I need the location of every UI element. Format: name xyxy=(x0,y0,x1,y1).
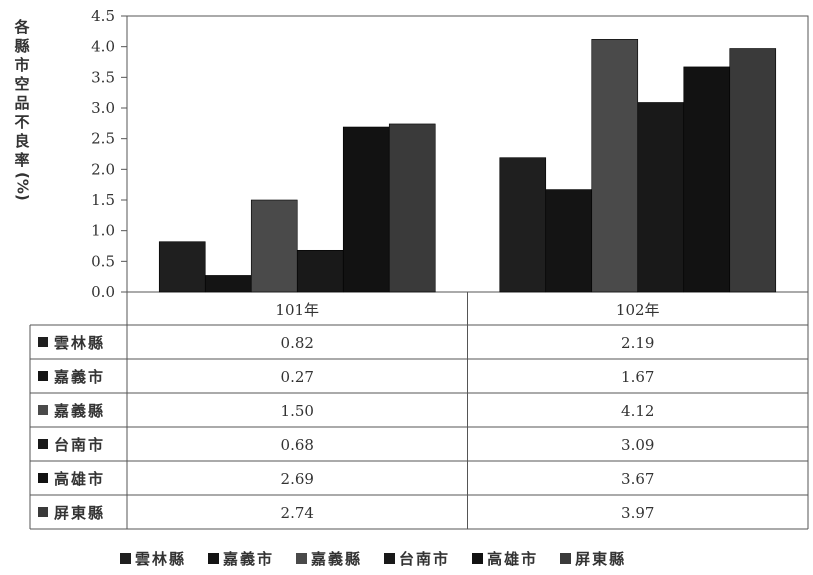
y-tick-label: 2.5 xyxy=(91,130,115,148)
table-row-label: 嘉義縣 xyxy=(53,402,105,420)
y-tick-label: 0.0 xyxy=(91,283,115,301)
table-row-swatch xyxy=(38,473,48,483)
table-row-swatch xyxy=(38,371,48,381)
legend-swatch xyxy=(560,553,572,564)
x-tick-label: 102年 xyxy=(616,301,660,319)
data-label: 3.97 xyxy=(621,504,654,522)
plot-area xyxy=(126,15,809,293)
y-axis-label: 各縣市空品不良率 (%) xyxy=(13,18,32,201)
legend-swatch xyxy=(208,553,220,564)
y-tick-label: 1.0 xyxy=(91,222,115,240)
y-tick-label: 3.5 xyxy=(91,68,115,86)
bar-嘉義縣-102年 xyxy=(591,39,639,293)
bar-嘉義市-101年 xyxy=(204,275,252,293)
legend-label: 雲林縣 xyxy=(135,550,187,568)
legend-label: 嘉義市 xyxy=(223,550,275,568)
bar-屏東縣-102年 xyxy=(729,48,777,293)
y-tick-label: 1.5 xyxy=(91,191,115,209)
legend-item: 台南市 xyxy=(384,548,450,569)
y-tick-label: 2.0 xyxy=(91,160,115,178)
data-label: 3.09 xyxy=(621,436,654,454)
legend-swatch xyxy=(296,553,308,564)
legend-swatch xyxy=(472,553,484,564)
table-row-swatch xyxy=(38,439,48,449)
legend-item: 屏東縣 xyxy=(560,548,626,569)
bar-台南市-102年 xyxy=(637,102,685,293)
table-row-label: 台南市 xyxy=(54,436,105,454)
table-row-label: 屏東縣 xyxy=(54,504,105,522)
table-row-swatch xyxy=(38,507,48,517)
bar-嘉義縣-101年 xyxy=(250,199,298,293)
legend-label: 高雄市 xyxy=(487,550,539,568)
bar-雲林縣-102年 xyxy=(499,157,547,293)
legend-item: 嘉義市 xyxy=(208,548,274,569)
x-tick-label: 101年 xyxy=(275,301,319,319)
legend-label: 台南市 xyxy=(399,550,451,568)
data-label: 4.12 xyxy=(621,402,654,420)
table-row-label: 高雄市 xyxy=(54,470,105,488)
legend-swatch xyxy=(120,553,131,564)
bar-屏東縣-101年 xyxy=(388,123,436,293)
legend-label: 屏東縣 xyxy=(575,550,627,568)
y-axis: 0.0 0.5 1.0 1.5 2.0 2.5 3.0 3.5 4.0 4.5 xyxy=(91,7,127,301)
legend-swatch xyxy=(384,553,396,564)
table-row-label: 嘉義市 xyxy=(53,368,105,386)
bar-高雄市-101年 xyxy=(342,126,390,293)
data-label: 0.68 xyxy=(281,436,314,454)
data-label: 2.74 xyxy=(281,504,314,522)
table-row-label: 雲林縣 xyxy=(54,334,105,352)
y-tick-label: 4.0 xyxy=(91,38,115,56)
legend: 雲林縣 嘉義市 嘉義縣 台南市 高雄市 屏東縣 xyxy=(120,548,626,569)
data-label: 2.69 xyxy=(281,470,314,488)
data-label: 3.67 xyxy=(621,470,654,488)
data-label: 0.27 xyxy=(281,368,314,386)
data-label: 2.19 xyxy=(621,334,654,352)
data-label: 1.50 xyxy=(281,402,314,420)
legend-item: 高雄市 xyxy=(472,548,538,569)
y-tick-label: 4.5 xyxy=(91,7,115,25)
bar-雲林縣-101年 xyxy=(158,241,206,293)
table-row-swatch xyxy=(38,405,48,415)
y-tick-label: 0.5 xyxy=(91,252,115,270)
data-label: 1.67 xyxy=(621,368,654,386)
bar-台南市-101年 xyxy=(296,249,344,293)
data-label: 0.82 xyxy=(281,334,314,352)
bar-嘉義市-102年 xyxy=(545,189,593,293)
table-row-swatch xyxy=(38,337,48,347)
legend-item: 嘉義縣 xyxy=(296,548,362,569)
legend-label: 嘉義縣 xyxy=(311,550,363,568)
y-tick-label: 3.0 xyxy=(91,99,115,117)
legend-item: 雲林縣 xyxy=(120,548,186,569)
bar-高雄市-102年 xyxy=(683,66,731,293)
